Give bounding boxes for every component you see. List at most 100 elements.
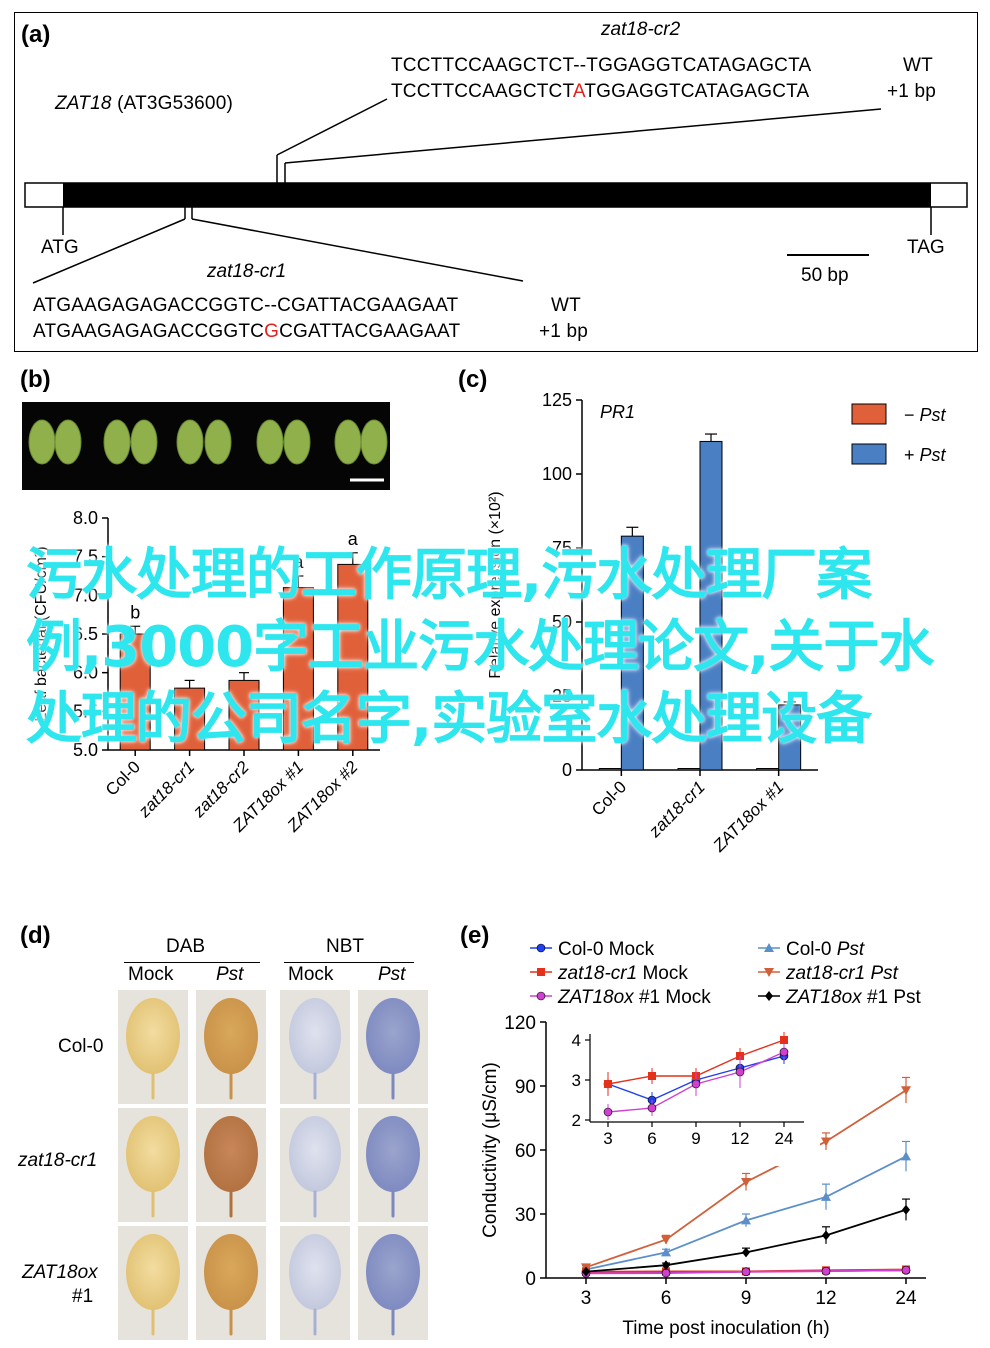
inset-tick-label-x: 24	[775, 1129, 794, 1148]
marker	[661, 1247, 671, 1257]
legend-label: + Pst	[904, 445, 947, 465]
marker	[901, 1086, 911, 1096]
bar	[598, 768, 622, 771]
chart-title: PR1	[600, 402, 635, 422]
leaf-photo-drawing	[28, 419, 388, 482]
marker	[741, 1178, 751, 1187]
tick-label-y: 60	[515, 1141, 536, 1162]
col-pst-1: Pst	[216, 964, 244, 985]
scale-label: 50 bp	[801, 265, 849, 286]
tick-label-y: 6.0	[73, 663, 98, 683]
col-mock-1: Mock	[128, 964, 174, 985]
significance-letter: b	[130, 602, 140, 622]
panel-b-label: (b)	[20, 366, 51, 393]
tick-label-x: 6	[661, 1288, 672, 1309]
tick-label-y: 30	[515, 1205, 536, 1226]
inset-tick-label-y: 3	[572, 1071, 581, 1090]
marker	[901, 1151, 911, 1161]
cr2-wt-tag: WT	[903, 55, 933, 76]
tick-label-y: 90	[515, 1077, 536, 1098]
panel-c-label: (c)	[458, 366, 488, 393]
tick-label-x: ZAT18ox #1	[709, 777, 788, 856]
marker	[661, 1235, 671, 1245]
marker	[764, 943, 774, 952]
chart-b: 5.0 5.5 6.0 6.5 7.0 7.5 8.0 Leaf bacterial (CFU…	[33, 508, 380, 836]
bar	[699, 440, 723, 771]
bar	[620, 535, 644, 771]
cr1-mut-seq: ATGAAGAGAGACCGGTCGCGATTACGAAGAAT	[33, 321, 461, 342]
marker	[821, 1191, 831, 1201]
marker	[735, 1067, 745, 1077]
panel-e-label: (e)	[460, 922, 490, 949]
significance-letter: a	[293, 552, 304, 572]
tick-label-x: Col-0	[588, 777, 630, 819]
marker	[822, 1230, 830, 1241]
chart-c: 0 25 50 75 100 125 Relative expression (×10²) P…	[487, 390, 947, 856]
legend-swatch	[851, 403, 887, 425]
cr1-insertion: G	[264, 321, 280, 342]
marker	[661, 1268, 671, 1278]
tick-label-y: 5.5	[73, 701, 98, 721]
cr1-name: zat18-cr1	[207, 261, 287, 282]
row-zat18-cr1: zat18-cr1	[18, 1150, 98, 1171]
panel-a: (a) ZAT18 (AT3G53600) zat18-cr2 TCCTTCCA…	[14, 12, 978, 352]
significance-letter: a	[348, 529, 359, 549]
tick-label-y: 25	[552, 686, 572, 706]
cr1-wt-seq: ATGAAGAGAGACCGGTC--CGATTACGAAGAAT	[33, 295, 459, 316]
tick-label-y: 7.0	[73, 585, 98, 605]
bar	[677, 768, 701, 771]
legend-label: Col-0 Mock	[558, 939, 655, 960]
start-codon: ATG	[41, 237, 79, 258]
marker	[764, 968, 774, 977]
marker	[662, 1260, 670, 1271]
bar	[756, 768, 780, 771]
gene-diagram	[24, 98, 968, 284]
gene-id: (AT3G53600)	[117, 93, 233, 114]
legend-label: Col-0 Pst	[786, 939, 865, 960]
tick-label-y: 8.0	[73, 508, 98, 528]
marker	[742, 1247, 750, 1258]
marker	[901, 1265, 911, 1275]
marker	[691, 1079, 701, 1089]
tick-label-x: zat18-cr1	[645, 777, 709, 841]
marker	[582, 1266, 590, 1277]
tick-label-y: 100	[542, 464, 572, 484]
inset-tick-label-x: 12	[731, 1129, 750, 1148]
tick-label-y: 7.5	[73, 547, 98, 567]
marker	[603, 1107, 613, 1117]
panel-d: DAB NBT Mock Pst Mock Pst Col-0 zat18-cr…	[0, 0, 440, 1348]
tick-label-x: 12	[815, 1288, 836, 1309]
marker	[902, 1204, 910, 1215]
bar	[174, 687, 206, 751]
inset-bg	[568, 1024, 820, 1166]
cr2-mut-tag: +1 bp	[887, 81, 937, 102]
cr2-name: zat18-cr2	[601, 19, 681, 40]
marker	[741, 1215, 751, 1225]
tick-label-y: 125	[542, 390, 572, 410]
row-zat18ox-num: #1	[72, 1286, 94, 1307]
col-mock-2: Mock	[288, 964, 334, 985]
panel-d-label: (d)	[20, 922, 51, 949]
row-zat18ox: ZAT18ox	[22, 1262, 98, 1283]
tick-label-y: 6.5	[73, 624, 98, 644]
group-dab: DAB	[166, 936, 206, 957]
x-axis-label: Time post inoculation (h)	[622, 1318, 829, 1339]
legend-label: ZAT18ox #1 Pst	[785, 987, 922, 1008]
tick-label-y: 50	[552, 612, 572, 632]
gene-label: ZAT18 (AT3G53600)	[55, 93, 233, 115]
y-axis-label: Leaf bacterial (CFU/cm²)	[33, 546, 50, 721]
marker	[741, 1267, 751, 1277]
col-pst-2: Pst	[378, 964, 406, 985]
marker	[780, 1036, 788, 1044]
cr1-mut-tag: +1 bp	[539, 321, 589, 342]
marker	[604, 1080, 612, 1088]
inset-tick-label-x: 9	[691, 1129, 700, 1148]
y-axis-label: Relative expression (×10²)	[487, 491, 504, 678]
tick-label-y: 120	[504, 1013, 536, 1034]
leaf-photo	[22, 402, 390, 490]
tick-label-x: 3	[581, 1288, 592, 1309]
marker	[647, 1103, 657, 1113]
inset-tick-label-x: 6	[647, 1129, 656, 1148]
row-col0: Col-0	[58, 1036, 104, 1057]
marker	[765, 991, 773, 1001]
